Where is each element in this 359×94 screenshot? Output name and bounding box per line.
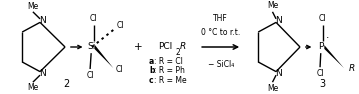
Text: : R = Ph: : R = Ph: [154, 66, 185, 75]
Text: N: N: [275, 16, 282, 25]
Text: Me: Me: [267, 84, 278, 93]
Text: ·: ·: [326, 33, 329, 43]
Text: Cl: Cl: [116, 65, 123, 74]
Text: Me: Me: [27, 2, 38, 11]
Text: +: +: [134, 42, 143, 52]
Text: P: P: [318, 42, 323, 52]
Text: R: R: [349, 64, 355, 73]
Text: Me: Me: [27, 83, 38, 92]
Text: 0 °C to r.t.: 0 °C to r.t.: [201, 28, 240, 37]
Text: : R = Cl: : R = Cl: [154, 57, 183, 66]
Text: Si: Si: [88, 42, 96, 52]
Text: R: R: [180, 42, 186, 52]
Text: N: N: [275, 69, 282, 78]
Text: N: N: [39, 16, 46, 25]
Text: : R = Me: : R = Me: [154, 76, 187, 85]
Text: − SiCl₄: − SiCl₄: [208, 60, 234, 69]
Text: THF: THF: [213, 14, 228, 23]
Polygon shape: [324, 45, 344, 68]
Text: Cl: Cl: [90, 14, 97, 23]
Text: Me: Me: [267, 1, 278, 10]
Text: b: b: [149, 66, 155, 75]
Text: 2: 2: [176, 48, 181, 57]
Text: Cl: Cl: [87, 71, 94, 80]
Text: PCl: PCl: [158, 42, 172, 52]
Text: Cl: Cl: [316, 69, 324, 78]
Text: N: N: [39, 69, 46, 78]
Text: 2: 2: [64, 79, 70, 89]
Text: c: c: [149, 76, 154, 85]
Text: 3: 3: [320, 79, 326, 89]
Polygon shape: [95, 45, 113, 68]
Text: a: a: [149, 57, 154, 66]
Text: Cl: Cl: [117, 21, 124, 30]
Text: Cl: Cl: [319, 14, 326, 23]
